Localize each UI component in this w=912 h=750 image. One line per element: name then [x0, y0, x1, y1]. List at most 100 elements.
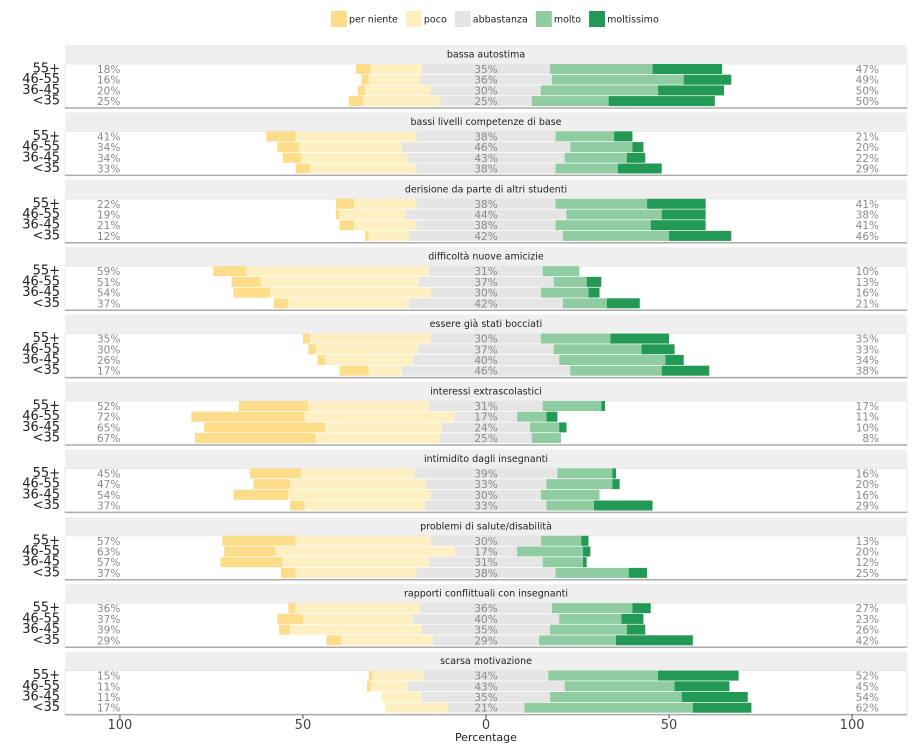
bar-segment: [429, 266, 543, 277]
bar-segment: [220, 557, 283, 568]
bar-segment: [341, 635, 433, 646]
bar-segment: [559, 422, 567, 433]
panel-strip: [65, 179, 907, 199]
bar-segment: [354, 198, 417, 209]
bar-segment: [302, 333, 311, 344]
bar-segment: [405, 209, 567, 220]
bar-segment: [295, 603, 421, 614]
bar-segment: [363, 96, 441, 107]
bar-segment: [432, 635, 540, 646]
right-label: 13%: [856, 277, 879, 289]
right-label: 22%: [856, 153, 879, 165]
age-label: 36-45: [22, 555, 60, 570]
bar-segment: [339, 220, 355, 231]
bar-segment: [570, 365, 662, 376]
age-label: 55+: [33, 466, 60, 481]
bar-segment: [555, 131, 615, 142]
bar-segment: [273, 298, 289, 309]
bar-segment: [626, 624, 646, 635]
age-label: 55+: [33, 601, 60, 616]
bar-segment: [357, 85, 366, 96]
legend-label: poco: [424, 15, 447, 26]
left-label: 34%: [97, 142, 120, 154]
legend-label: moltissimo: [607, 15, 659, 26]
bar-segment: [610, 333, 670, 344]
x-tick-label: 0: [482, 718, 490, 733]
bar-segment: [310, 163, 417, 174]
left-label: 52%: [97, 401, 120, 413]
bar-segment: [681, 692, 748, 702]
bar-segment: [290, 500, 305, 511]
bar-segment: [308, 344, 316, 355]
mid-label: 42%: [474, 231, 497, 243]
right-label: 21%: [856, 131, 879, 143]
bar-segment: [282, 557, 430, 568]
left-label: 57%: [97, 536, 120, 548]
age-label: 55+: [33, 264, 60, 279]
left-label: 20%: [97, 85, 120, 97]
right-label: 33%: [856, 344, 879, 356]
left-label: 57%: [97, 557, 120, 569]
mid-label: 25%: [474, 96, 497, 108]
age-label: 46-55: [22, 207, 60, 222]
age-label: 46-55: [22, 544, 60, 559]
right-label: 38%: [856, 366, 879, 378]
bar-segment: [583, 546, 591, 557]
age-label: 36-45: [22, 83, 60, 98]
bar-segment: [517, 546, 584, 557]
bar-segment: [425, 500, 547, 511]
bar-segment: [260, 276, 419, 287]
bar-segment: [650, 220, 706, 231]
bar-segment: [354, 220, 417, 231]
bar-segment: [253, 479, 291, 490]
bar-segment: [531, 433, 562, 444]
bar-segment: [669, 230, 732, 241]
bar-segment: [615, 635, 693, 646]
bar-segment: [324, 355, 413, 365]
mid-label: 24%: [474, 422, 497, 434]
bar-segment: [440, 433, 532, 444]
bar-segment: [621, 613, 644, 624]
bar-segment: [586, 276, 602, 287]
age-label: 36-45: [22, 150, 60, 165]
panel-title: interessi extrascolastici: [430, 387, 542, 398]
bar-segment: [191, 411, 305, 422]
bar-segment: [308, 401, 430, 411]
bar-segment: [550, 64, 653, 74]
age-label: 46-55: [22, 342, 60, 357]
bar-segment: [385, 702, 448, 713]
mid-label: 46%: [474, 366, 497, 378]
bar-segment: [288, 489, 432, 500]
right-label: 8%: [862, 433, 879, 445]
mid-label: 30%: [474, 490, 497, 502]
mid-label: 42%: [474, 298, 497, 310]
bar-segment: [420, 603, 552, 614]
left-label: 54%: [97, 490, 120, 502]
bar-segment: [674, 681, 730, 692]
x-tick-label: 50: [661, 718, 678, 733]
left-label: 37%: [97, 298, 120, 310]
bar-segment: [548, 670, 659, 681]
bar-segment: [324, 422, 443, 433]
bar-segment: [348, 96, 364, 107]
bar-segment: [295, 567, 417, 578]
bar-segment: [429, 557, 543, 568]
mid-label: 34%: [474, 671, 497, 683]
bar-segment: [204, 422, 325, 433]
bar-segment: [553, 276, 587, 287]
bar-segment: [555, 220, 651, 231]
bar-segment: [524, 702, 693, 713]
left-label: 45%: [97, 468, 120, 480]
bar-segment: [555, 163, 618, 174]
right-label: 20%: [856, 479, 879, 491]
bar-segment: [401, 365, 571, 376]
left-label: 65%: [97, 422, 120, 434]
mid-label: 33%: [474, 479, 497, 491]
age-label: 55+: [33, 668, 60, 683]
bar-segment: [542, 266, 580, 277]
bar-segment: [407, 152, 565, 163]
bar-segment: [418, 276, 554, 287]
left-label: 39%: [97, 625, 120, 637]
right-label: 29%: [856, 164, 879, 176]
bar-segment: [564, 152, 627, 163]
